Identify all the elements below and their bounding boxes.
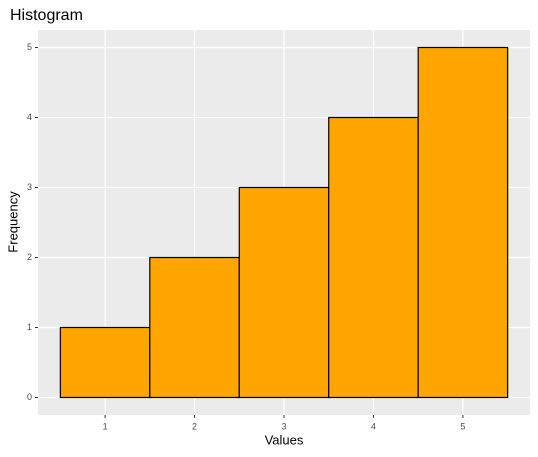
y-axis-label: Frequency	[5, 191, 20, 253]
bar	[59, 326, 151, 399]
x-tick-label: 4	[371, 421, 376, 431]
bar	[328, 116, 419, 399]
chart-title: Histogram	[10, 7, 83, 24]
y-tick-label: 4	[27, 112, 32, 122]
x-tick-label: 3	[281, 421, 286, 431]
x-tick-label: 2	[192, 421, 197, 431]
y-tick-label: 5	[27, 42, 32, 52]
x-tick-label: 5	[460, 421, 465, 431]
x-tick-label: 1	[103, 421, 108, 431]
bar	[417, 46, 509, 399]
x-axis-label: Values	[265, 432, 304, 447]
y-tick-label: 0	[27, 392, 32, 402]
y-tick-label: 2	[27, 252, 32, 262]
y-tick-label: 3	[27, 182, 32, 192]
bar	[149, 256, 240, 399]
y-tick-label: 1	[27, 322, 32, 332]
bar	[238, 186, 330, 399]
